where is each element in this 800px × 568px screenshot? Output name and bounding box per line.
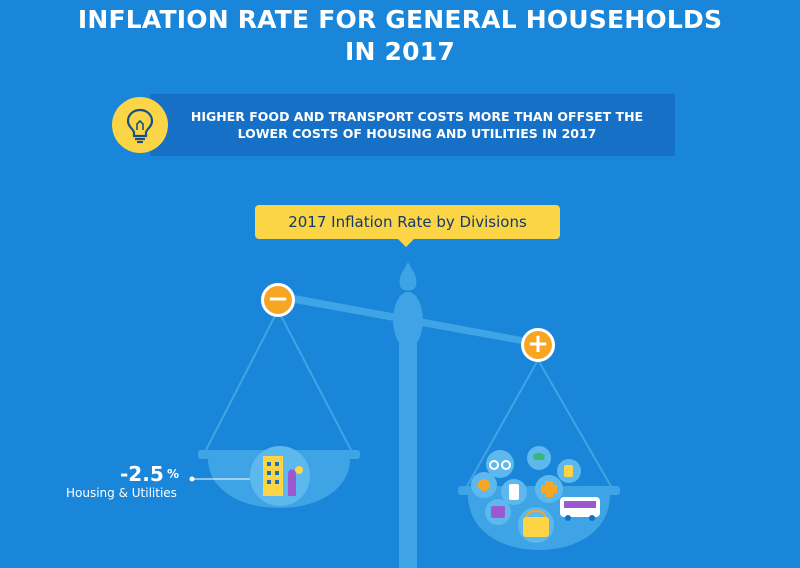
minus-icon: − [261, 283, 295, 317]
section-label: 2017 Inflation Rate by Divisions [255, 205, 560, 239]
page-title: INFLATION RATE FOR GENERAL HOUSEHOLDS IN… [0, 4, 800, 68]
left-string [204, 309, 279, 453]
title-line-2: IN 2017 [345, 37, 455, 66]
section-label-pointer [397, 238, 415, 247]
right-pan-icons [471, 446, 600, 543]
left-string [277, 309, 353, 453]
right-string [465, 359, 539, 489]
building-icon [250, 446, 310, 506]
left-pan-value: -2.5 [120, 462, 164, 486]
scale-pivot [393, 292, 423, 348]
callout-box: HIGHER FOOD AND TRANSPORT COSTS MORE THA… [150, 94, 675, 156]
callout-text: HIGHER FOOD AND TRANSPORT COSTS MORE THA… [190, 109, 644, 141]
plus-icon: + [521, 328, 555, 362]
scale-stand [399, 325, 417, 568]
left-pan-unit: % [167, 467, 180, 481]
title-line-1: INFLATION RATE FOR GENERAL HOUSEHOLDS [77, 5, 723, 34]
scale-finial [399, 262, 417, 291]
lightbulb-icon [112, 97, 168, 153]
right-string [537, 359, 613, 489]
left-pan-label: Housing & Utilities [66, 486, 177, 500]
glasses-icon [486, 450, 514, 478]
